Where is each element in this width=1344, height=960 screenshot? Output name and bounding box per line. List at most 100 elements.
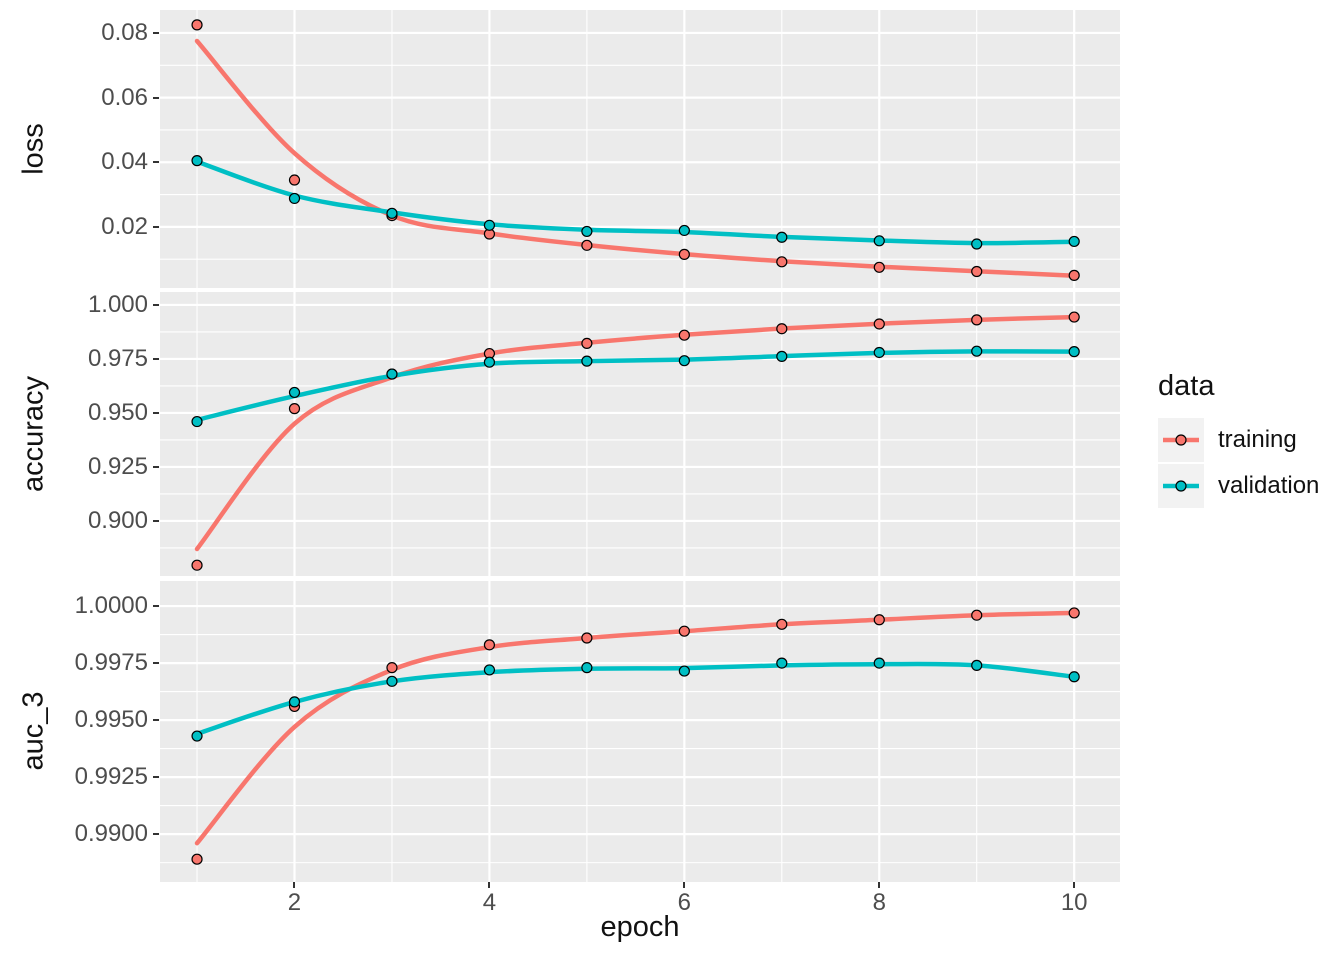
legend-key-validation [1158,464,1204,508]
y-tick-mark [153,519,159,522]
validation-smooth-line [194,159,1077,246]
training-point [971,609,983,621]
training-point [776,323,788,335]
panel-background [160,581,1120,882]
validation-point [678,355,690,367]
panel-canvas-auc_3 [160,581,1120,882]
x-tick-label: 8 [872,889,886,916]
y-tick-label: 0.925 [87,452,148,480]
x-tick-label: 4 [482,889,497,916]
training-point [191,19,203,31]
legend-label-validation: validation [1218,472,1320,499]
training-point [288,174,301,186]
y-tick-mark [153,96,159,99]
validation-point [873,346,885,359]
validation-point [776,350,788,362]
y-tick-label: 0.950 [87,398,148,426]
validation-point [581,662,593,674]
validation-point [1068,235,1080,248]
training-point [678,248,690,260]
validation-point [873,235,885,247]
validation-point [678,224,690,237]
training-point [386,662,398,674]
legend-point-validation [1175,480,1187,492]
x-tick-label: 2 [287,889,302,916]
validation-point [288,386,301,399]
panel-loss [160,10,1120,288]
y-tick-label: 1.000 [87,290,148,318]
validation-point [288,696,301,708]
validation-point [386,207,398,219]
validation-point [1068,671,1080,683]
training-point [1068,607,1080,619]
y-tick-mark [153,303,159,306]
legend-key-glyph-validation [1163,480,1199,492]
validation-point [873,657,885,669]
legend-item-validation: validation [1158,463,1319,509]
training-point [971,265,983,278]
y-tick-mark [153,662,159,665]
training-point [581,337,593,350]
training-point [873,318,885,330]
validation-point [386,675,398,687]
panel-background [160,292,1120,576]
x-tick-mark [293,882,296,888]
legend: data training validation [1158,372,1319,509]
legend-key-training [1158,418,1204,462]
y-tick-label: 0.9950 [74,706,148,734]
training-smooth-line [194,610,1077,846]
validation-point [971,238,983,250]
training-point [776,256,788,268]
validation-point [483,356,496,368]
panel-accuracy [160,292,1120,576]
validation-point [191,730,203,742]
y-tick-mark [153,161,159,164]
validation-point [971,345,983,357]
validation-point [288,192,301,205]
y-tick-label: 0.04 [101,148,148,176]
validation-point [581,225,593,238]
legend-label-training: training [1218,426,1297,453]
training-point [678,329,690,341]
training-point [483,639,496,651]
y-tick-mark [153,776,159,779]
training-smooth-line [194,314,1077,552]
validation-point [776,657,788,669]
validation-point [386,368,398,380]
y-tick-label: 0.9975 [74,649,148,677]
panel-canvas-accuracy [160,292,1120,576]
legend-item-training: training [1158,417,1319,463]
validation-point [581,355,593,367]
y-tick-mark [153,605,159,608]
y-tick-label: 0.900 [87,506,148,534]
validation-point [678,665,690,677]
legend-key-glyph-training [1163,434,1199,446]
training-point [776,618,788,630]
validation-point [191,415,203,428]
x-tick-mark [878,882,881,888]
panel-canvas-loss [160,10,1120,288]
x-tick-label: 10 [1060,889,1088,916]
x-axis-title: epoch [600,911,680,943]
validation-point [776,231,788,243]
legend-point-training [1175,434,1187,446]
training-point [1068,269,1080,281]
training-point [873,614,885,626]
y-tick-label: 0.9925 [74,763,148,791]
validation-smooth-line [194,349,1077,423]
training-point [288,403,301,415]
training-point [1068,311,1080,323]
x-tick-mark [683,882,686,888]
y-tick-label: 0.9900 [74,820,148,848]
y-tick-mark [153,31,159,34]
validation-point [971,659,983,671]
y-tick-mark [153,357,159,360]
validation-smooth-line [194,661,1077,737]
training-point [678,625,690,637]
x-tick-mark [488,882,491,888]
x-tick-label: 6 [677,889,692,916]
validation-point [483,664,496,676]
y-tick-mark [153,225,159,228]
training-point [191,559,203,571]
